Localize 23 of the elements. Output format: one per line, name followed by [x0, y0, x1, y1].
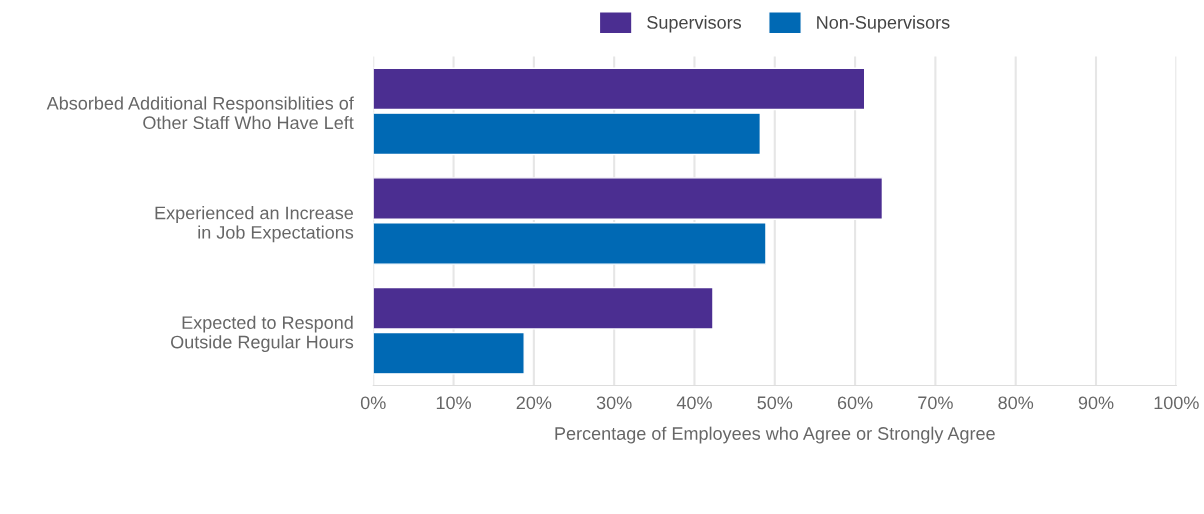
y-tick-label: Expected to Respond Outside Regular Hours	[171, 315, 354, 352]
bar	[373, 331, 525, 375]
bar	[373, 112, 762, 156]
x-tick-label: 70%	[918, 396, 953, 410]
x-tick-label: 0%	[360, 396, 386, 410]
y-tick-label: Experienced an Increase in Job Expectations	[155, 206, 354, 243]
x-tick-label: 100%	[1154, 396, 1199, 410]
bar	[373, 286, 714, 330]
x-tick-label: 80%	[998, 396, 1034, 410]
x-tick-label: 90%	[1078, 396, 1114, 410]
bar	[373, 222, 767, 265]
x-tick-label: 10%	[436, 396, 471, 410]
x-tick-label: 60%	[837, 396, 873, 410]
x-tick-label: 30%	[596, 396, 632, 410]
legend-label: Non-Supervisors	[817, 15, 950, 33]
bar	[373, 67, 866, 111]
x-tick-label: 40%	[676, 396, 712, 410]
x-axis-title: Percentage of Employees who Agree or Strongly Agree	[555, 426, 995, 444]
x-tick-label: 50%	[757, 396, 793, 410]
bar	[373, 177, 884, 220]
legend-label: Supervisors	[647, 15, 742, 33]
x-tick-label: 20%	[516, 396, 552, 410]
y-tick-label: Absorbed Additional Responsiblities of Other Staff Who Have Left	[46, 96, 354, 130]
